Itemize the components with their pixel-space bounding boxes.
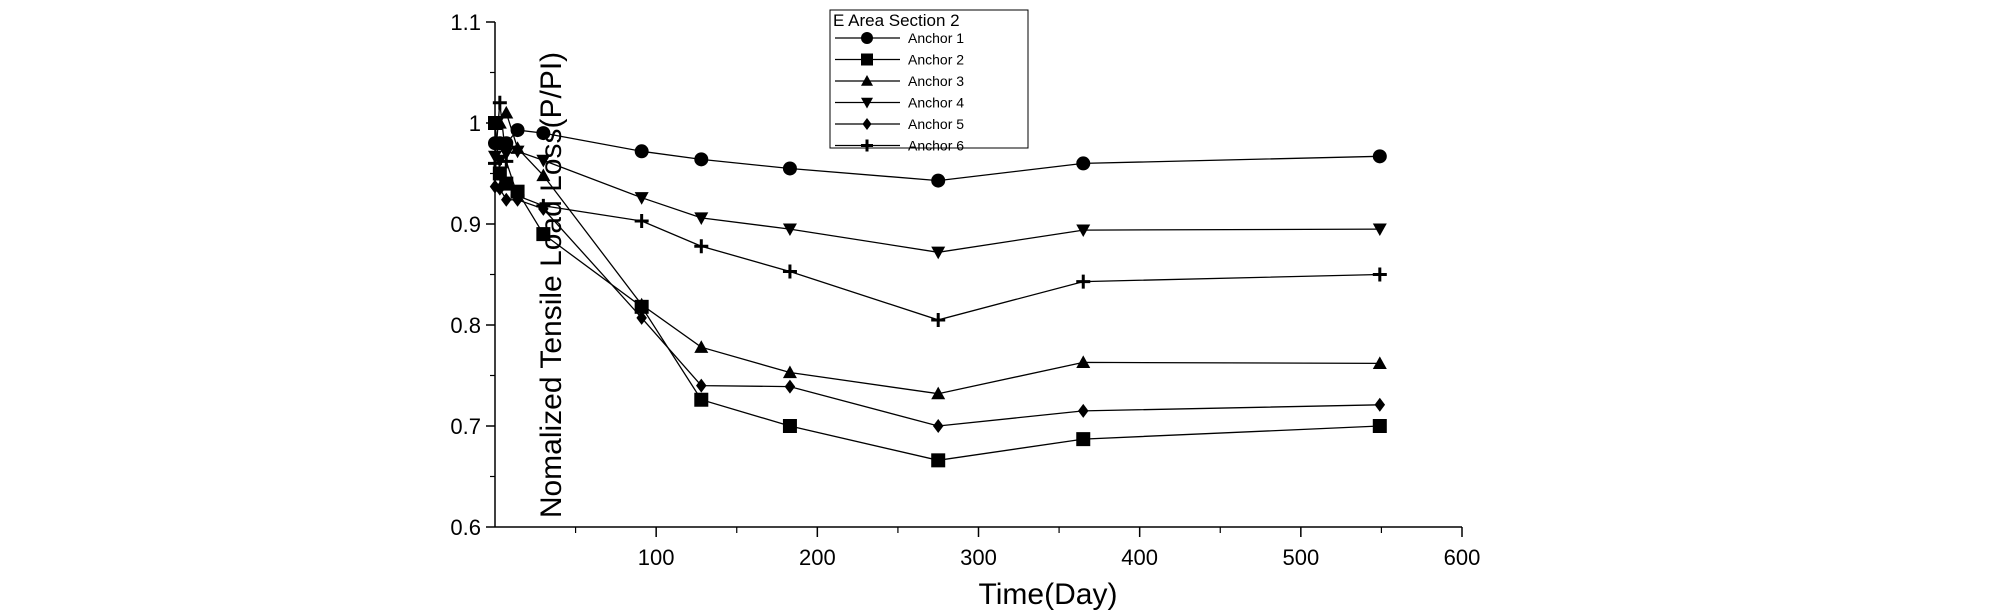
legend-item: Anchor 5 (835, 116, 964, 132)
data-point (536, 126, 551, 141)
data-point (931, 173, 946, 188)
data-point (536, 168, 551, 182)
x-tick-label: 600 (1444, 545, 1481, 570)
data-point (634, 297, 649, 311)
data-point (1076, 156, 1091, 171)
data-point (694, 152, 709, 167)
data-point (501, 192, 512, 207)
data-point (694, 392, 709, 407)
legend-box (829, 9, 1029, 149)
y-axis-title: Nomalized Tensile Load Loss(P/PI) (535, 52, 568, 518)
data-point (510, 188, 525, 203)
x-tick-label: 100 (638, 545, 675, 570)
data-point (499, 105, 514, 119)
legend-title: E Area Section 2 (833, 11, 960, 30)
data-point (494, 181, 506, 196)
x-axis-title: Time(Day) (979, 578, 1118, 611)
y-tick-label: 1 (469, 111, 481, 136)
series-2 (488, 116, 1387, 468)
data-point (694, 212, 709, 225)
x-tick-label: 300 (960, 545, 997, 570)
data-point (536, 198, 551, 213)
data-point (1076, 224, 1091, 238)
x-tick-label: 200 (799, 545, 836, 570)
data-point (784, 379, 796, 394)
data-point (782, 161, 797, 176)
data-point (634, 144, 649, 159)
legend-label: Anchor 5 (908, 116, 964, 132)
legend-marker (861, 32, 873, 44)
series-layer (488, 95, 1387, 468)
legend-items: Anchor 1 Anchor 2 Anchor 3 Anchor 4 Anchor 5… (835, 30, 964, 154)
legend-item: Anchor 2 (835, 52, 964, 68)
data-point (499, 136, 514, 151)
legend-item: Anchor 4 (835, 95, 964, 111)
legend-label: Anchor 2 (908, 52, 964, 68)
y-tick-label: 0.9 (450, 212, 481, 237)
data-point (488, 156, 502, 171)
data-point (1372, 419, 1387, 433)
series-line (494, 150, 1380, 253)
data-point (536, 154, 551, 168)
legend-label: Anchor 4 (908, 95, 964, 111)
y-tick-label: 1.1 (450, 10, 481, 35)
data-point (931, 312, 946, 327)
data-point (1076, 432, 1091, 447)
data-point (932, 419, 944, 433)
legend-marker (861, 97, 873, 109)
data-point (1076, 274, 1091, 289)
data-point (931, 246, 946, 260)
data-point (1374, 397, 1386, 412)
x-tick-label: 500 (1282, 545, 1319, 570)
series-4 (488, 145, 1387, 260)
data-point (782, 365, 797, 379)
data-point (536, 227, 551, 242)
data-point (1076, 355, 1091, 368)
y-tick-label: 0.6 (450, 515, 481, 540)
data-point (696, 378, 707, 393)
data-point (634, 192, 649, 205)
legend-label: Anchor 3 (908, 73, 964, 89)
legend-marker (861, 75, 873, 86)
legend-label: Anchor 6 (908, 138, 964, 154)
data-point (1372, 149, 1387, 164)
data-point (634, 213, 649, 228)
data-point (782, 223, 797, 237)
series-5 (489, 179, 1386, 433)
legend-item: Anchor 3 (835, 73, 964, 89)
data-point (931, 453, 946, 468)
legend-item: Anchor 6 (835, 138, 964, 154)
y-tick-label: 0.7 (450, 414, 481, 439)
data-point (510, 145, 525, 159)
data-point (1372, 356, 1387, 369)
data-point (694, 340, 709, 353)
x-tick-label: 400 (1121, 545, 1158, 570)
series-6 (488, 95, 1387, 327)
legend-marker (861, 139, 873, 152)
data-point (636, 310, 647, 325)
data-point (1078, 403, 1089, 418)
legend-item: Anchor 1 (835, 30, 964, 46)
data-point (499, 154, 514, 169)
y-ticks: 0.6 0.7 0.8 0.9 1 1.1 (450, 10, 495, 540)
legend-marker (861, 53, 873, 66)
data-point (782, 419, 797, 433)
legend-marker (862, 118, 872, 130)
data-point (694, 239, 709, 254)
legend-label: Anchor 1 (908, 30, 964, 46)
data-point (782, 264, 797, 279)
data-point (492, 116, 507, 129)
series-line (494, 122, 1380, 461)
y-tick-label: 0.8 (450, 313, 481, 338)
x-ticks: 100 200 300 400 500 600 (574, 527, 1481, 570)
data-point (499, 147, 514, 161)
data-point (510, 123, 525, 138)
data-point (492, 95, 507, 110)
data-point (1372, 267, 1387, 282)
data-point (931, 386, 946, 400)
data-point (1372, 223, 1387, 237)
